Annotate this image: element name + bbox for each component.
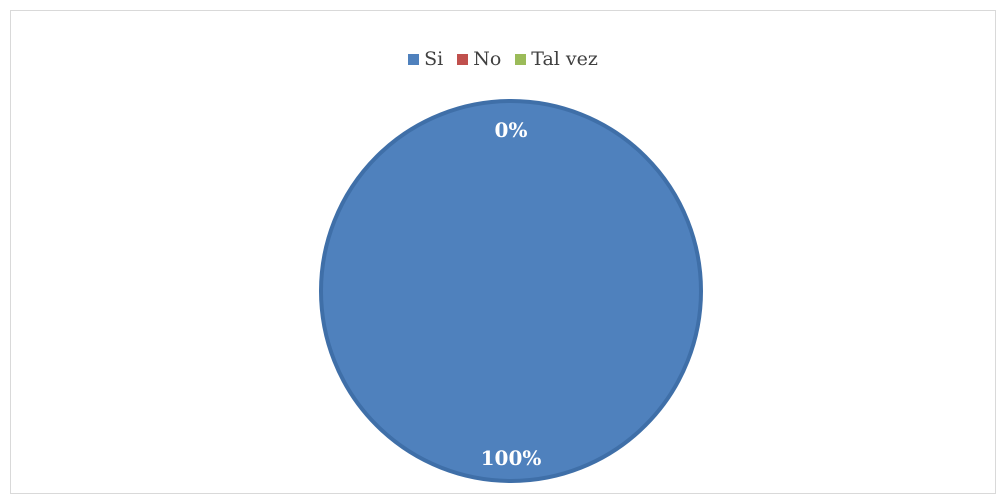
pie-slices [319, 99, 703, 483]
data-label-si: 100% [481, 446, 542, 470]
legend-label-tal-vez: Tal vez [531, 48, 598, 70]
chart-area: Si No Tal vez 0% 100% [10, 10, 996, 494]
legend-label-no: No [473, 48, 502, 70]
legend-item-si: Si [408, 48, 443, 70]
legend-item-tal-vez: Tal vez [515, 48, 598, 70]
pie-chart: 0% 100% [319, 99, 703, 483]
pie-slice-si [319, 99, 703, 483]
data-label-no: 0% [495, 118, 528, 142]
legend-swatch-tal-vez [515, 53, 527, 65]
legend-item-no: No [457, 48, 501, 70]
legend-swatch-si [408, 53, 420, 65]
legend-swatch-no [457, 53, 469, 65]
legend: Si No Tal vez [11, 48, 995, 70]
legend-label-si: Si [424, 48, 444, 70]
